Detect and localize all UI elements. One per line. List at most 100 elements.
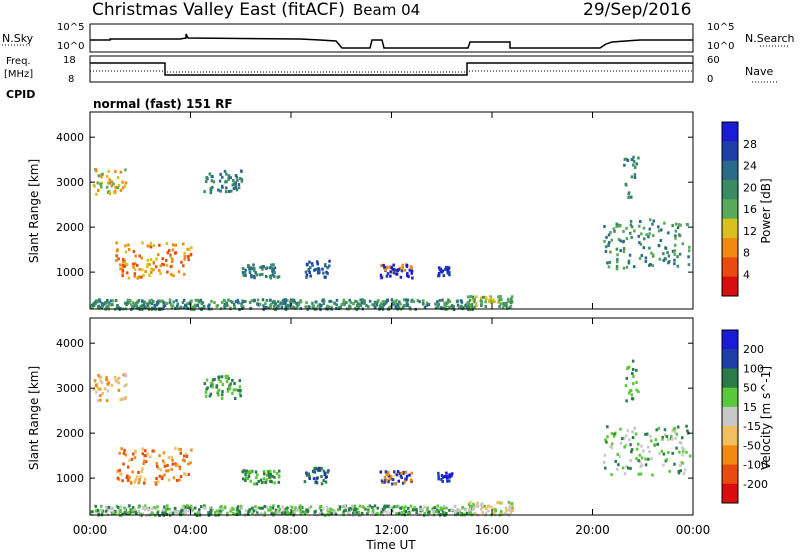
data-cell xyxy=(273,275,276,279)
data-cell xyxy=(357,306,360,310)
data-cell xyxy=(625,237,629,241)
data-cell xyxy=(399,275,403,279)
data-cell xyxy=(354,299,357,303)
data-cell xyxy=(277,275,281,279)
data-cell xyxy=(509,304,513,308)
data-cell xyxy=(242,300,245,304)
data-cell xyxy=(648,450,651,454)
data-cell xyxy=(317,269,320,273)
data-cell xyxy=(637,459,640,463)
data-cell xyxy=(150,270,153,274)
data-cell xyxy=(105,378,108,382)
data-cell xyxy=(141,299,144,303)
data-cell xyxy=(263,512,267,516)
data-cell xyxy=(342,298,346,302)
data-cell xyxy=(257,479,260,483)
data-cell xyxy=(468,512,472,516)
data-cell xyxy=(654,438,658,442)
colorbar-segment xyxy=(722,330,738,350)
data-cell xyxy=(507,500,511,504)
data-cell xyxy=(433,506,437,510)
data-cell xyxy=(624,443,628,447)
data-cell xyxy=(270,263,273,267)
data-cell xyxy=(101,304,104,308)
data-cell xyxy=(625,183,628,187)
data-cell xyxy=(182,454,186,458)
data-cell xyxy=(115,504,119,508)
data-cell xyxy=(662,252,665,256)
data-cell xyxy=(326,304,329,308)
data-cell xyxy=(203,190,206,194)
data-cell xyxy=(190,506,194,510)
data-cell xyxy=(642,246,646,250)
data-cell xyxy=(169,265,173,269)
data-cell xyxy=(661,435,665,439)
colorbar-tick-label: -100 xyxy=(743,459,768,472)
colorbar-tick-label: -200 xyxy=(743,478,768,491)
data-cell xyxy=(102,302,106,306)
data-cell xyxy=(466,295,470,299)
data-cell xyxy=(480,503,483,507)
data-cell xyxy=(249,267,253,271)
data-cell xyxy=(156,505,159,509)
data-cell xyxy=(171,458,174,462)
data-cell xyxy=(497,300,500,304)
data-cell xyxy=(360,511,364,515)
data-cell xyxy=(645,233,649,237)
data-cell xyxy=(211,385,214,389)
data-cell xyxy=(658,452,661,456)
data-cell xyxy=(619,249,622,253)
data-cell xyxy=(607,242,610,246)
data-cell xyxy=(221,382,225,386)
data-cell xyxy=(629,219,633,223)
data-cell xyxy=(465,305,469,309)
data-cell xyxy=(109,506,112,510)
data-cell xyxy=(258,302,262,306)
data-cell xyxy=(673,258,676,262)
data-cell xyxy=(186,247,189,251)
data-cell xyxy=(391,506,394,510)
data-cell xyxy=(384,478,387,482)
data-cell xyxy=(360,301,364,305)
data-cell xyxy=(299,511,303,515)
data-cell xyxy=(378,304,382,308)
data-cell xyxy=(623,445,626,449)
data-cell xyxy=(355,303,359,307)
data-cell xyxy=(274,508,278,512)
data-cell xyxy=(101,392,104,396)
data-cell xyxy=(178,465,181,469)
data-cell xyxy=(209,190,213,194)
data-cell xyxy=(487,509,490,513)
data-cell xyxy=(469,295,472,299)
data-cell xyxy=(171,257,174,261)
data-cell xyxy=(182,272,186,276)
data-cell xyxy=(143,306,146,310)
data-cell xyxy=(295,508,299,512)
data-cell xyxy=(182,298,186,302)
data-cell xyxy=(327,507,330,511)
data-cell xyxy=(234,388,237,392)
data-cell xyxy=(682,449,685,453)
data-cell xyxy=(123,264,127,268)
data-cell xyxy=(345,301,348,305)
data-cell xyxy=(131,301,135,305)
data-cell xyxy=(242,305,245,309)
data-cell xyxy=(178,478,181,482)
data-cell xyxy=(175,464,178,468)
data-cell xyxy=(283,511,286,515)
nave-tick-bottom: 0 xyxy=(707,74,713,85)
data-cell xyxy=(615,267,619,271)
data-cell xyxy=(116,476,120,480)
data-cell xyxy=(651,264,655,268)
data-cell xyxy=(124,374,128,378)
data-cell xyxy=(126,478,130,482)
data-cell xyxy=(108,191,111,195)
data-cell xyxy=(111,299,115,303)
data-cell xyxy=(158,243,161,247)
data-cell xyxy=(632,374,635,378)
data-cell xyxy=(259,506,262,510)
data-cell xyxy=(129,480,133,484)
data-cell xyxy=(213,377,216,381)
data-cell xyxy=(631,436,635,440)
data-cell xyxy=(493,300,496,304)
